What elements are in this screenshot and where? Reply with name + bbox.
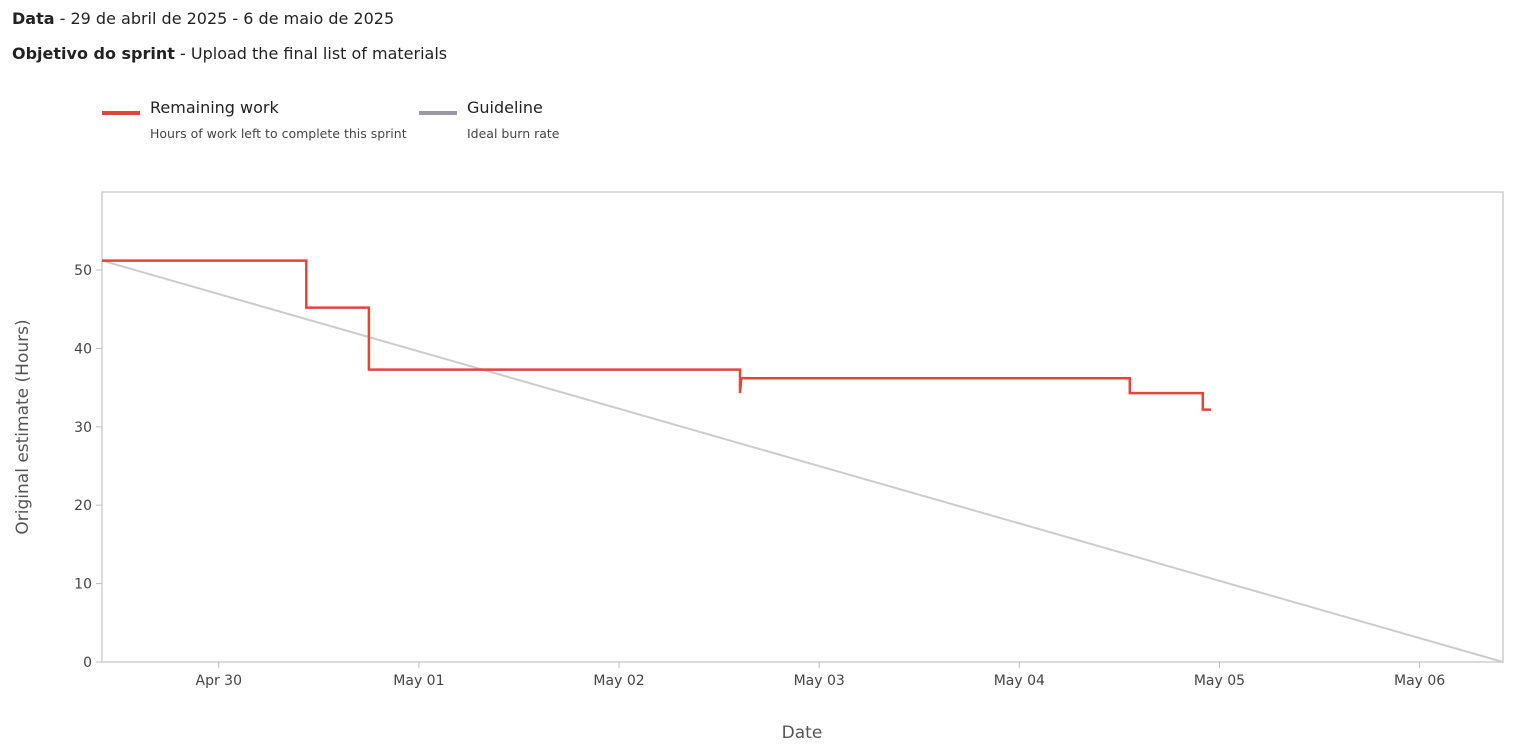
y-tick-label: 0 [83,655,92,671]
x-tick-label: May 01 [393,673,444,689]
sprint-goal-separator: - [174,44,191,63]
legend-desc-guideline: Ideal burn rate [467,126,560,141]
sprint-date-label: Data [12,9,55,28]
y-tick-label: 20 [74,498,92,514]
y-tick-label: 10 [74,577,92,593]
legend-desc-remaining-work: Hours of work left to complete this spri… [150,126,407,141]
plot-area-frame [101,191,1504,663]
y-axis: 0 10 20 30 40 50 [74,263,102,671]
series-line-remaining-work [102,259,1212,411]
x-axis-title: Date [782,723,823,743]
sprint-goal-value: Upload the final list of materials [190,44,448,63]
series-line-guideline [101,259,1504,663]
y-axis-title: Original estimate (Hours) [13,319,33,534]
y-tick-label: 40 [74,341,92,357]
legend-swatch-remaining-work [102,111,140,115]
y-tick-label: 50 [74,263,92,279]
sprint-date-separator: - [54,9,71,28]
sprint-date-line: Data - 29 de abril de 2025 - 6 de maio d… [12,9,394,28]
x-tick-label: May 03 [794,673,845,689]
series-layer [101,259,1504,663]
sprint-date-value: 29 de abril de 2025 - 6 de maio de 2025 [70,9,395,28]
x-tick-label: May 02 [593,673,644,689]
x-tick-label: May 04 [994,673,1045,689]
sprint-goal-line: Objetivo do sprint - Upload the final li… [12,44,447,63]
x-tick-label: May 06 [1394,673,1445,689]
x-tick-label: May 05 [1194,673,1245,689]
x-tick-label: Apr 30 [196,673,242,689]
legend-swatch-guideline [419,111,457,115]
legend-title-remaining-work: Remaining work [150,98,279,117]
sprint-goal-label: Objetivo do sprint [12,44,175,63]
x-axis: Apr 30 May 01 May 02 May 03 May 04 May 05 May … [196,662,1445,689]
y-tick-label: 30 [74,420,92,436]
legend-title-guideline: Guideline [467,98,543,117]
